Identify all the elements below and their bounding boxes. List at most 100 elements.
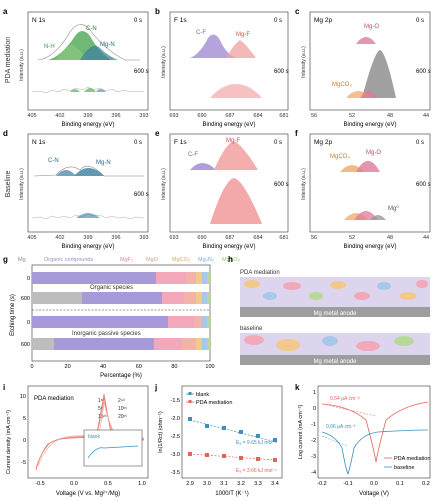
- title-b: F 1s: [174, 17, 187, 24]
- legend-i-20: 20ᵗʰ: [118, 414, 127, 420]
- xtick-j-0: 2.9: [186, 481, 194, 487]
- ytick-j-2: -2.5: [171, 434, 180, 440]
- tick-a-4: 393: [139, 113, 148, 119]
- tick-f-0: 56: [311, 235, 317, 241]
- legend-j: blank PDA mediation: [186, 392, 232, 406]
- tafel-curve-baseline: [321, 429, 429, 476]
- legend-k-baseline: baseline: [394, 465, 415, 471]
- bar-base-600-mgf2: [154, 338, 182, 350]
- ylabel-b: Intensity (a.u.): [161, 46, 167, 78]
- ylabel-e: Intensity (a.u.): [161, 168, 167, 200]
- bar-base-600-mgso4: [207, 338, 210, 350]
- peak-b-600: [210, 84, 262, 98]
- time-c-0: 0 s: [416, 18, 424, 24]
- xtick-k-4: 0.2: [422, 481, 430, 487]
- panel-k: k Log current (mA cm⁻²) 0.54 μA cm⁻² 0.0…: [295, 383, 430, 497]
- label-i: PDA mediation: [34, 396, 74, 402]
- title-e: F 1s: [174, 139, 187, 146]
- bar-pda-600-mgo: [184, 292, 196, 304]
- trace-a-600: [31, 86, 145, 94]
- ytick-k-2: -1: [311, 422, 316, 428]
- point-j-blank-2: [222, 426, 226, 430]
- peak-label-a-cn: C-N: [86, 26, 97, 32]
- bar-base-600-mg: [32, 338, 54, 350]
- legend-k-pda: PDA mediation: [394, 456, 430, 462]
- panel-letter-a: a: [3, 7, 8, 16]
- axes-k: [317, 385, 431, 479]
- point-j-pda-1: [205, 453, 209, 457]
- row-label-top: PDA mediation: [5, 37, 12, 83]
- xtick-j-1: 3.0: [203, 481, 211, 487]
- axes-e: [169, 133, 289, 233]
- xtick-k-3: 0.1: [396, 481, 404, 487]
- legend-g-mgco3: MgCO₃: [172, 257, 190, 263]
- bar-pda-600-mg3n2: [202, 292, 207, 304]
- axes-g: [31, 264, 211, 362]
- series-j-blank: [188, 417, 277, 443]
- tick-d-3: 396: [111, 235, 120, 241]
- axes-j: [181, 385, 283, 479]
- legend-i-5: 5ᵗʰ: [98, 406, 104, 412]
- envelope-d: [33, 165, 144, 177]
- legend-g-mg: Mg: [18, 257, 26, 263]
- tick-b-1: 690: [197, 113, 206, 119]
- ylabel-c: Intensity (a.u.): [301, 46, 307, 78]
- time-f-0: 0 s: [416, 140, 424, 146]
- tafel-fit-baseline: [321, 435, 349, 447]
- xtick-k-1: -0.1: [343, 481, 352, 487]
- peak-a-mgn: [80, 45, 118, 60]
- point-j-pda-0: [188, 452, 192, 456]
- time-e-600: 600 s: [274, 182, 289, 188]
- envelope-a: [37, 24, 140, 61]
- point-j-pda-2: [222, 454, 226, 458]
- peak-f-600-mgo: [354, 211, 378, 220]
- time-d-600: 600 s: [134, 192, 149, 198]
- bar-base-0-mgso4: [207, 316, 210, 328]
- bar-pda-0-mg3n2: [202, 272, 207, 284]
- ylabel-k: Log current (mA cm⁻²): [298, 405, 304, 460]
- title-c: Mg 2p: [314, 17, 332, 24]
- xtick-g-5: 100: [205, 364, 214, 370]
- bar-base-600-mgo: [182, 338, 196, 350]
- peak-label-b-mgf: Mg-F: [236, 32, 250, 38]
- panel-a: a PDA mediation Intensity (a.u.) N 1s 0 …: [3, 7, 149, 128]
- legend-g-mg3n2: Mg₃N₂: [198, 257, 214, 263]
- axes-a: [27, 11, 149, 111]
- bar-pda-600-mg: [32, 292, 82, 304]
- bar-base-0-mgo: [194, 316, 202, 328]
- peak-label-a-nh: N-H: [44, 44, 55, 50]
- bar-base-0-mgf2: [168, 316, 194, 328]
- legend-g-organic: Organic compounds: [44, 257, 93, 263]
- peak-b-cf: [190, 34, 236, 58]
- tick-a-1: 402: [55, 113, 64, 119]
- tick-d-4: 393: [139, 235, 148, 241]
- tick-b-2: 687: [225, 113, 234, 119]
- bar-pda-600-mgso4: [207, 292, 210, 304]
- time-b-600: 600 s: [274, 69, 289, 75]
- legend-g-mgso4: MgSO₄: [222, 257, 241, 263]
- tick-b-0: 693: [169, 113, 178, 119]
- xlabel-b: Binding energy (eV): [202, 122, 255, 128]
- bar-pda-0-mgo: [186, 272, 196, 284]
- peak-label-f-mgo: Mg-O: [366, 150, 381, 156]
- xtick-j-2: 3.1: [220, 481, 228, 487]
- peak-c-600-mgo: [360, 91, 378, 98]
- ytick-g-base-600: 600: [21, 342, 30, 348]
- panel-letter-h: h: [228, 255, 233, 264]
- ytick-i-2: 0: [23, 438, 26, 444]
- tafel-curve-pda: [321, 401, 429, 463]
- time-b-0: 0 s: [274, 18, 282, 24]
- xtick-j-5: 3.4: [271, 481, 279, 487]
- peak-e-mgf: [214, 141, 258, 170]
- axes-b: [169, 11, 289, 111]
- tick-e-1: 690: [197, 235, 206, 241]
- panel-letter-e: e: [155, 129, 160, 138]
- point-j-blank-0: [188, 417, 192, 421]
- panel-j: j ln(1/Rct) (ohm⁻¹) blank PDA mediation: [154, 383, 283, 497]
- time-e-0: 0 s: [274, 140, 282, 146]
- inset-i: [83, 429, 143, 467]
- bar-base-600-mgco3: [196, 338, 202, 350]
- ytick-i-0: 10: [20, 394, 26, 400]
- ytick-k-3: -2: [311, 438, 316, 444]
